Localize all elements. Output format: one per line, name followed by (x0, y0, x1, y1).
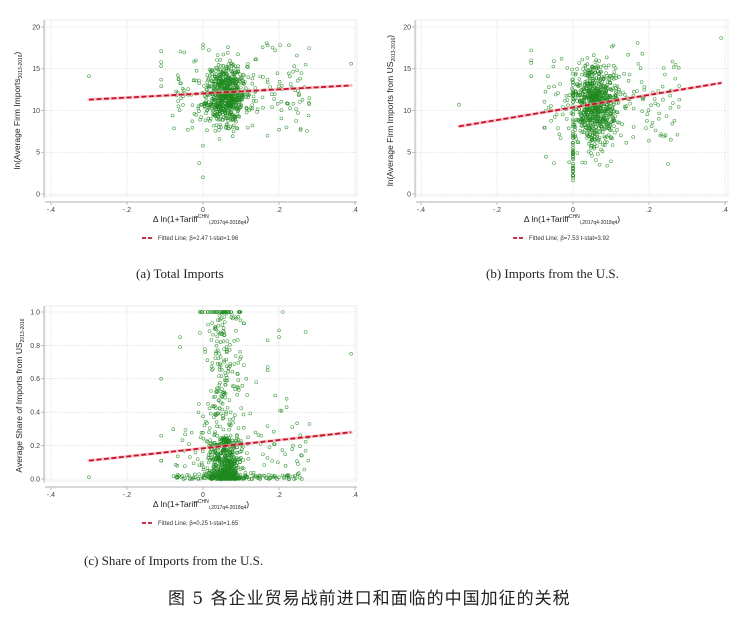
svg-text:5: 5 (407, 150, 411, 157)
svg-text:.2: .2 (276, 207, 282, 214)
x-tick-labels: -.4 -.2 0 .2 .4 (47, 202, 358, 214)
svg-text:0.2: 0.2 (30, 443, 40, 450)
svg-text:0: 0 (201, 207, 205, 214)
fitted-line (457, 81, 723, 128)
legend: Fitted Line; β=7.53 t-stat=3.92 (513, 236, 610, 242)
fitted-line (87, 430, 353, 463)
svg-text:.4: .4 (722, 207, 728, 214)
legend-label: Fitted Line; β=0.25 t-stat=1.65 (158, 521, 239, 527)
svg-text:1.0: 1.0 (30, 309, 40, 316)
svg-text:.2: .2 (276, 492, 282, 499)
caption-c: (c) Share of Imports from the U.S. (84, 553, 264, 568)
x-axis-label: Δ ln(1+TariffCHNi,2017q4-2018q4) (153, 499, 249, 511)
x-axis-label: Δ ln(1+TariffCHNi,2017q4-2018q4) (153, 214, 249, 226)
svg-text:-.2: -.2 (123, 207, 131, 214)
legend: Fitted Line; β=2.47 t-stat=1.96 (142, 236, 239, 242)
svg-text:-.2: -.2 (493, 207, 501, 214)
y-axis-label: Average Share of Imports from US2013-201… (14, 318, 26, 472)
y-tick-labels: 0 5 10 15 20 (32, 24, 44, 198)
svg-text:0: 0 (571, 207, 575, 214)
svg-text:20: 20 (32, 24, 40, 31)
svg-text:0: 0 (407, 191, 411, 198)
svg-text:10: 10 (403, 108, 411, 115)
svg-text:15: 15 (403, 66, 411, 73)
y-axis-label: ln(Average Firm Imports2013-2016) (12, 51, 24, 169)
svg-text:-.4: -.4 (47, 207, 55, 214)
svg-text:0: 0 (201, 492, 205, 499)
scatter-panel-total-imports: 0 5 10 15 20 -.4 -.2 0 .2 .4 ln(Average Firm Impor… (12, 19, 358, 242)
legend-label: Fitted Line; β=2.47 t-stat=1.96 (158, 236, 239, 242)
svg-text:15: 15 (32, 66, 40, 73)
y-tick-labels: 0 5 10 15 20 (403, 24, 415, 198)
svg-text:.4: .4 (352, 492, 358, 499)
svg-text:.4: .4 (352, 207, 358, 214)
svg-text:20: 20 (403, 24, 411, 31)
svg-text:0.4: 0.4 (30, 410, 40, 417)
figure-title: 图 5 各企业贸易战前进口和面临的中国加征的关税 (168, 589, 571, 609)
x-axis-label: Δ ln(1+TariffCHNi,2017q4-2018q4) (524, 214, 620, 226)
y-axis-label: ln(Average Firm Imports from US2013-2016… (385, 35, 397, 186)
svg-text:10: 10 (32, 108, 40, 115)
x-tick-labels: -.4 -.2 0 .2 .4 (47, 487, 358, 499)
svg-text:0.8: 0.8 (30, 343, 40, 350)
legend: Fitted Line; β=0.25 t-stat=1.65 (142, 521, 239, 527)
svg-text:0.0: 0.0 (30, 476, 40, 483)
x-tick-labels: -.4 -.2 0 .2 .4 (417, 202, 728, 214)
svg-text:-.4: -.4 (417, 207, 425, 214)
svg-text:0.6: 0.6 (30, 376, 40, 383)
grid-lines (45, 20, 357, 196)
y-tick-labels: 0.0 0.2 0.4 0.6 0.8 1.0 (30, 309, 44, 483)
legend-label: Fitted Line; β=7.53 t-stat=3.92 (529, 236, 610, 242)
svg-text:-.2: -.2 (123, 492, 131, 499)
scatter-panel-imports-from-us: 0 5 10 15 20 -.4 -.2 0 .2 .4 ln(Average Firm Impor… (385, 19, 729, 242)
caption-b: (b) Imports from the U.S. (486, 266, 619, 281)
grid-lines (416, 20, 728, 196)
svg-text:.2: .2 (646, 207, 652, 214)
plot-area (44, 19, 358, 197)
caption-a: (a) Total Imports (136, 266, 224, 281)
svg-text:5: 5 (36, 150, 40, 157)
fitted-line (87, 83, 353, 102)
svg-text:0: 0 (36, 191, 40, 198)
svg-text:-.4: -.4 (47, 492, 55, 499)
